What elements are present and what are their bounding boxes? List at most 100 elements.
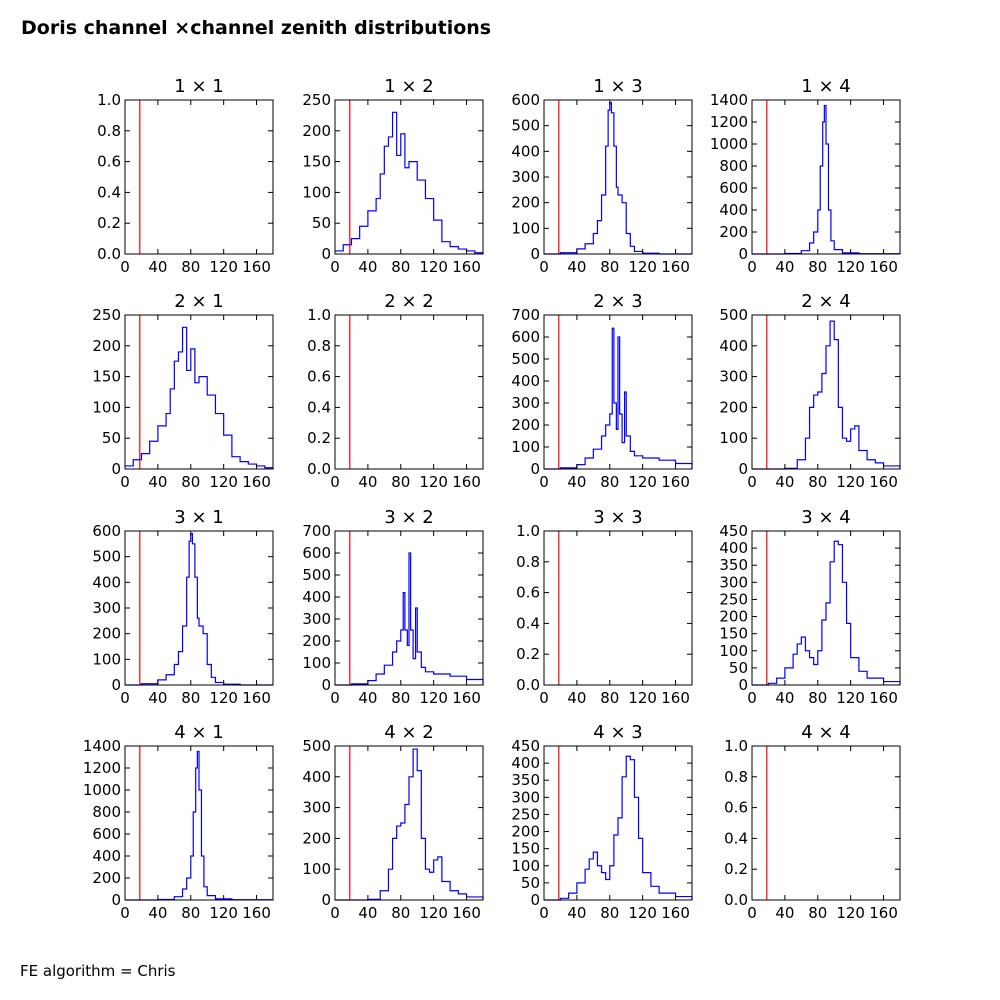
y-tick-label: 100: [302, 860, 331, 878]
x-tick-label: 40: [775, 689, 794, 707]
x-tick-label: 160: [869, 904, 898, 922]
y-tick-label: 300: [719, 573, 748, 591]
x-tick-label: 160: [661, 258, 690, 276]
x-tick-label: 80: [181, 258, 200, 276]
y-tick-label: 800: [719, 157, 748, 175]
x-tick-label: 160: [452, 473, 481, 491]
y-tick-label: 500: [719, 306, 748, 324]
y-tick-label: 0: [530, 245, 540, 263]
y-tick-label: 300: [511, 168, 540, 186]
plot-frame: [334, 99, 484, 255]
y-tick-label: 400: [511, 142, 540, 160]
y-tick-label: 0.8: [307, 337, 331, 355]
y-tick-label: 100: [92, 398, 121, 416]
figure-title: Doris channel ×channel zenith distributi…: [21, 17, 492, 39]
y-tick-label: 0.2: [307, 429, 331, 447]
y-tick-label: 300: [511, 394, 540, 412]
x-tick-label: 120: [209, 258, 238, 276]
panel-title: 4 × 3: [593, 722, 642, 743]
y-tick-label: 200: [92, 869, 121, 887]
x-tick-label: 40: [358, 258, 377, 276]
x-tick-label: 120: [628, 904, 657, 922]
y-tick-label: 400: [511, 372, 540, 390]
y-tick-label: 1.0: [97, 91, 121, 109]
y-tick-label: 100: [511, 438, 540, 456]
y-tick-label: 400: [92, 847, 121, 865]
y-tick-label: 100: [302, 183, 331, 201]
panel-14: 4 × 2 0 40 80 120 160 0 100 200 300 400 500: [302, 722, 484, 922]
y-tick-label: 350: [511, 771, 540, 789]
panel-title: 2 × 1: [174, 291, 223, 312]
x-tick-label: 80: [600, 258, 619, 276]
x-tick-label: 160: [452, 689, 481, 707]
panel-13: 4 × 1 0 40 80 120 160 0 200 400 600 800 1000 1200 140…: [83, 722, 274, 922]
y-tick-label: 0.4: [724, 829, 748, 847]
x-tick-label: 0: [120, 473, 130, 491]
histogram-series: [125, 532, 273, 686]
x-tick-label: 0: [120, 258, 130, 276]
y-tick-label: 300: [511, 788, 540, 806]
x-tick-label: 80: [181, 904, 200, 922]
y-tick-label: 0.2: [97, 214, 121, 232]
y-tick-label: 0.8: [516, 553, 540, 571]
plot-frame: [334, 530, 484, 686]
plot-frame: [543, 99, 693, 255]
x-tick-label: 40: [358, 473, 377, 491]
panel-5: 2 × 1 0 40 80 120 160 0 50 100 150 200 250: [92, 291, 274, 491]
y-tick-label: 500: [511, 350, 540, 368]
panel-15: 4 × 30 40 80 120 160050100150200250300350400…: [511, 722, 693, 922]
x-tick-label: 160: [242, 473, 271, 491]
x-tick-label: 0: [747, 258, 757, 276]
y-tick-label: 0.0: [97, 245, 121, 263]
y-tick-label: 350: [719, 556, 748, 574]
y-tick-label: 0.2: [724, 860, 748, 878]
y-tick-label: 150: [511, 840, 540, 858]
y-tick-label: 600: [511, 328, 540, 346]
y-tick-label: 300: [302, 799, 331, 817]
x-tick-label: 40: [358, 904, 377, 922]
y-tick-label: 400: [92, 573, 121, 591]
x-tick-label: 120: [628, 689, 657, 707]
panel-4: 1 × 4 0 40 80 120 160 0 200 400 600 800 1000 1200 140…: [710, 76, 901, 276]
x-tick-label: 40: [567, 904, 586, 922]
y-tick-label: 200: [302, 632, 331, 650]
x-tick-label: 80: [181, 473, 200, 491]
histogram-series: [125, 326, 274, 469]
x-tick-label: 0: [539, 258, 549, 276]
y-tick-label: 200: [92, 625, 121, 643]
y-tick-label: 300: [92, 599, 121, 617]
x-tick-label: 120: [419, 258, 448, 276]
panel-title: 2 × 2: [384, 291, 433, 312]
y-tick-label: 250: [719, 590, 748, 608]
y-tick-label: 50: [312, 214, 331, 232]
y-tick-label: 50: [102, 429, 121, 447]
x-tick-label: 0: [120, 904, 130, 922]
y-tick-label: 1.0: [516, 522, 540, 540]
x-tick-label: 80: [808, 258, 827, 276]
panel-6: 2 × 2 0 40 80 120 160 0.0 0.2 0.4 0.6 0.8 1.0: [307, 291, 484, 491]
y-tick-label: 200: [302, 829, 331, 847]
y-tick-label: 200: [511, 416, 540, 434]
x-tick-label: 40: [358, 689, 377, 707]
y-tick-label: 0.4: [307, 398, 331, 416]
x-tick-label: 160: [242, 258, 271, 276]
y-tick-label: 250: [302, 91, 331, 109]
y-tick-label: 0: [111, 460, 121, 478]
y-tick-label: 200: [719, 398, 748, 416]
panel-8: 2 × 4 0 40 80 120 160 0 100 200 300 400 500: [719, 291, 901, 491]
y-tick-label: 300: [302, 610, 331, 628]
x-tick-label: 80: [181, 689, 200, 707]
x-tick-label: 160: [661, 904, 690, 922]
y-tick-label: 400: [302, 768, 331, 786]
y-tick-label: 1200: [710, 113, 748, 131]
y-tick-label: 1.0: [307, 306, 331, 324]
y-tick-label: 1000: [83, 781, 121, 799]
histogram-series: [752, 540, 901, 686]
panel-title: 2 × 4: [801, 291, 850, 312]
y-tick-label: 0: [321, 245, 331, 263]
y-tick-label: 50: [521, 874, 540, 892]
y-tick-label: 100: [719, 642, 748, 660]
x-tick-label: 40: [148, 258, 167, 276]
panel-title: 4 × 1: [174, 722, 223, 743]
x-tick-label: 40: [775, 258, 794, 276]
